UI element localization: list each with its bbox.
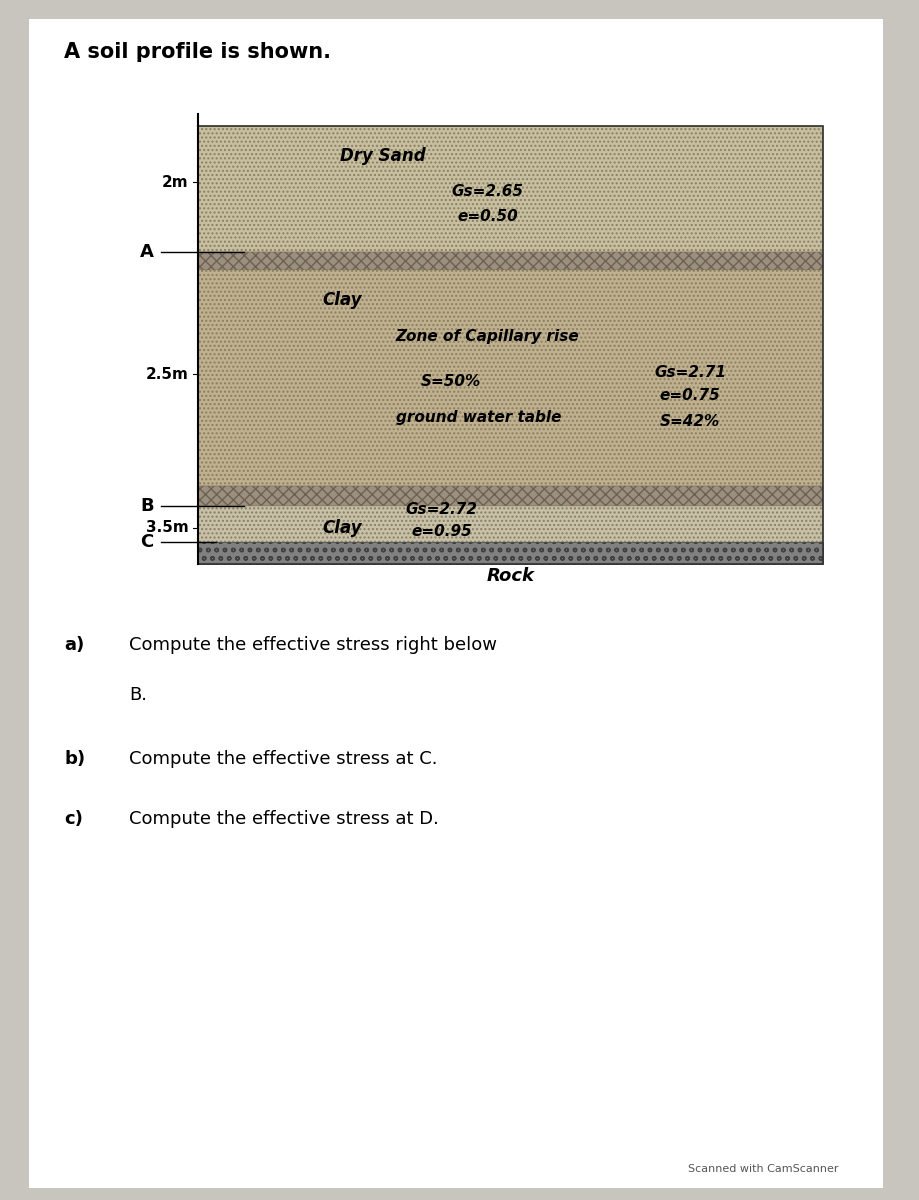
Text: B: B: [140, 498, 153, 516]
Bar: [198, 506, 823, 542]
Text: e=0.50: e=0.50: [457, 209, 517, 223]
Text: Gs=2.71: Gs=2.71: [653, 365, 725, 379]
Bar: [198, 126, 823, 252]
Text: Rock: Rock: [486, 566, 534, 584]
Text: Compute the effective stress at D.: Compute the effective stress at D.: [129, 810, 438, 828]
Text: S=42%: S=42%: [659, 414, 720, 428]
Text: Gs=2.72: Gs=2.72: [405, 503, 477, 517]
Text: Compute the effective stress at C.: Compute the effective stress at C.: [129, 750, 437, 768]
Bar: [198, 126, 823, 564]
Text: Compute the effective stress right below: Compute the effective stress right below: [129, 636, 496, 654]
Text: A soil profile is shown.: A soil profile is shown.: [64, 42, 331, 62]
Bar: [198, 252, 823, 270]
Bar: [198, 486, 823, 506]
Text: Zone of Capillary rise: Zone of Capillary rise: [395, 329, 579, 343]
Text: 3.5m: 3.5m: [146, 521, 188, 535]
Text: e=0.95: e=0.95: [411, 524, 471, 539]
Text: b): b): [64, 750, 85, 768]
Text: C: C: [141, 533, 153, 551]
Text: c): c): [64, 810, 84, 828]
Text: Clay: Clay: [322, 290, 361, 308]
Text: Scanned with CamScanner: Scanned with CamScanner: [687, 1164, 838, 1174]
Text: Clay: Clay: [322, 518, 361, 536]
Bar: [198, 542, 823, 564]
Text: 2.5m: 2.5m: [145, 367, 188, 382]
Bar: [198, 270, 823, 486]
Text: ground water table: ground water table: [395, 410, 561, 425]
Bar: [198, 506, 823, 542]
Text: 2m: 2m: [162, 175, 188, 190]
Text: A: A: [140, 242, 153, 260]
Text: Gs=2.65: Gs=2.65: [451, 185, 523, 199]
Text: B.: B.: [129, 686, 147, 704]
Text: e=0.75: e=0.75: [659, 389, 720, 403]
Text: S=50%: S=50%: [420, 374, 481, 389]
Text: a): a): [64, 636, 85, 654]
Text: Dry Sand: Dry Sand: [340, 146, 425, 164]
